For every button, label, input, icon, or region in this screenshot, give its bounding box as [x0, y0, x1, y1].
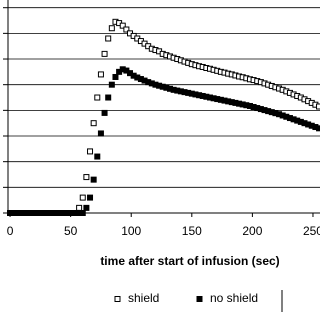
- point: [101, 50, 108, 57]
- x-tick-label: 150: [182, 224, 202, 238]
- point: [90, 176, 97, 183]
- point: [316, 125, 320, 132]
- point: [123, 26, 130, 33]
- point: [105, 94, 112, 101]
- x-tick-label: 200: [242, 224, 262, 238]
- point: [105, 35, 112, 42]
- point: [94, 94, 101, 101]
- legend-label: no shield: [210, 291, 258, 305]
- point: [79, 210, 86, 216]
- point: [83, 204, 90, 211]
- point: [90, 120, 97, 127]
- x-axis-title: time after start of infusion (sec): [100, 254, 279, 268]
- point: [101, 109, 108, 116]
- point: [119, 22, 126, 29]
- point: [79, 194, 86, 201]
- point: [87, 148, 94, 155]
- point: [97, 130, 104, 137]
- point: [316, 103, 320, 110]
- legend-marker: [114, 296, 121, 302]
- x-tick-label: 0: [7, 224, 14, 238]
- legend-label: shield: [128, 291, 159, 305]
- point: [108, 25, 115, 32]
- point: [94, 153, 101, 160]
- point: [87, 194, 94, 201]
- legend-marker: [196, 296, 203, 302]
- point: [83, 174, 90, 181]
- point: [76, 204, 83, 211]
- x-tick-label: 50: [64, 224, 78, 238]
- point: [97, 71, 104, 78]
- x-tick-label: 250: [303, 224, 320, 238]
- point: [112, 73, 119, 80]
- point: [108, 81, 115, 88]
- x-tick-label: 100: [121, 224, 141, 238]
